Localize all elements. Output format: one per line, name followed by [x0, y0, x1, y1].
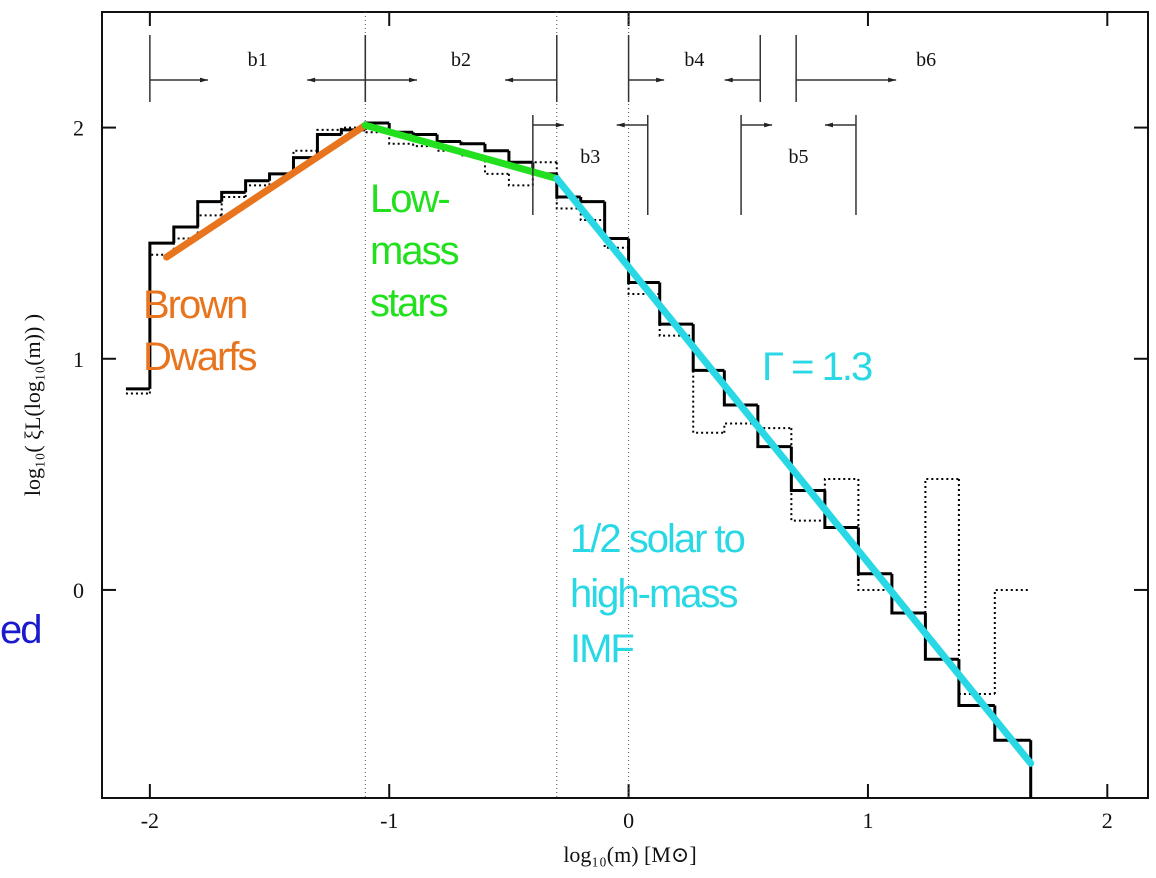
annotation: Low- — [370, 177, 449, 221]
histogram-step — [756, 405, 792, 449]
dotted-histogram-step — [823, 477, 859, 521]
annotation: mass — [370, 229, 459, 273]
dotted-histogram-step — [316, 128, 342, 151]
dotted-histogram-step — [412, 143, 438, 148]
histogram-step — [823, 490, 859, 530]
histogram-step — [411, 132, 438, 137]
annotation: ed — [0, 608, 41, 652]
x-tick-label: -2 — [141, 808, 159, 833]
range-label: b2 — [451, 49, 471, 71]
dotted-histogram-step — [723, 422, 758, 433]
plot-frame — [101, 11, 1149, 799]
histogram-step — [507, 150, 533, 164]
y-tick-label: 0 — [73, 578, 84, 603]
y-tick-label: 1 — [73, 347, 84, 372]
dotted-histogram-step — [388, 132, 414, 145]
dotted-histogram-step — [957, 478, 995, 695]
y-axis-label: log₁₀( ξL(log₁₀(m)) ) — [20, 314, 45, 496]
dotted-histogram-step — [579, 208, 605, 222]
dotted-histogram-step — [148, 253, 174, 394]
annotation: Brown — [143, 283, 246, 327]
annotation: 1/2 solar to — [570, 517, 745, 561]
range-label: b4 — [684, 49, 704, 71]
histogram-step — [579, 196, 605, 204]
dotted-histogram-step — [220, 195, 246, 216]
fit-line — [361, 121, 561, 182]
dotted-histogram-step — [993, 588, 1031, 694]
range-label: b3 — [580, 146, 600, 168]
x-axis-label: log₁₀(m) [M⊙] — [563, 842, 696, 867]
dotted-histogram-step — [268, 172, 294, 186]
x-tick-label: 2 — [1102, 808, 1113, 833]
x-tick-label: 0 — [623, 808, 634, 833]
range-label: b1 — [248, 49, 268, 71]
dotted-histogram-step — [924, 477, 959, 614]
histogram-step — [483, 143, 509, 153]
histogram-step — [435, 134, 462, 143]
x-tick-label: -1 — [380, 808, 398, 833]
histogram-step — [658, 282, 694, 326]
y-tick-label: 2 — [73, 116, 84, 141]
dotted-histogram-step — [340, 126, 366, 130]
annotation: Γ = 1.3 — [762, 345, 872, 389]
annotation: IMF — [570, 627, 633, 671]
histogram-step — [244, 179, 270, 193]
annotation: high-mass — [570, 572, 738, 616]
fit-line — [163, 121, 369, 261]
histogram-step — [603, 201, 629, 241]
dotted-histogram-step — [857, 478, 892, 591]
dotted-histogram-step — [890, 589, 926, 615]
dotted-histogram-step — [244, 184, 270, 197]
dotted-histogram-step — [658, 294, 694, 337]
histogram-step — [148, 241, 174, 389]
histogram-step — [459, 141, 485, 146]
fit-line — [553, 174, 1035, 767]
dotted-histogram-step — [790, 428, 825, 522]
annotation: stars — [370, 281, 448, 325]
range-label: b5 — [789, 146, 809, 168]
annotation: Dwarfs — [143, 335, 256, 379]
range-label: b6 — [916, 49, 936, 71]
x-tick-label: 1 — [862, 808, 873, 833]
dotted-histogram-step — [507, 173, 533, 187]
